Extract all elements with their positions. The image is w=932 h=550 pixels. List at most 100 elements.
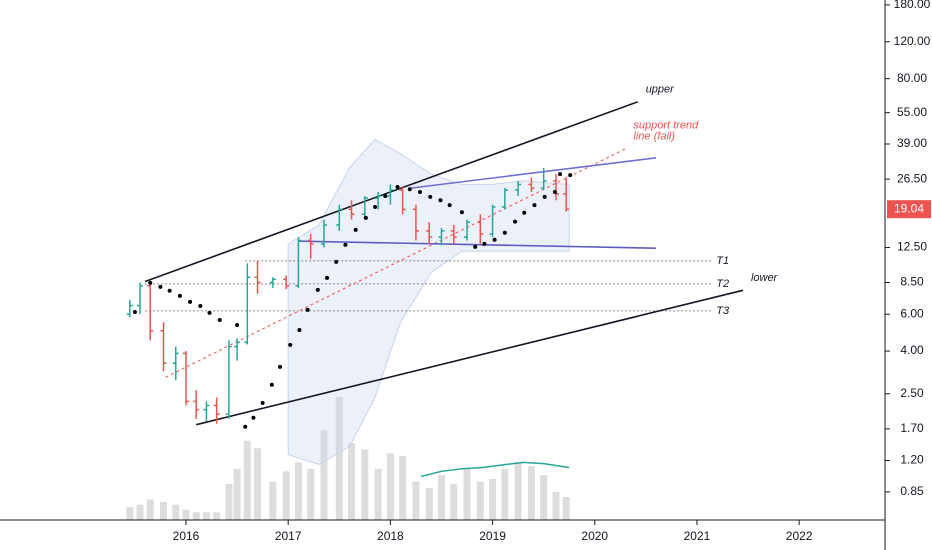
volume-bar [126, 507, 134, 520]
volume-bar [269, 481, 277, 520]
y-tick-label: 1.70 [900, 421, 924, 435]
y-tick-label: 6.00 [900, 306, 924, 320]
volume-bar [514, 462, 522, 520]
sar-dot [235, 322, 240, 327]
sar-dot [132, 309, 137, 314]
volume-bar [225, 484, 233, 520]
y-tick-label: 2.50 [900, 386, 924, 400]
sar-dot [278, 364, 283, 369]
y-tick-label: 0.85 [900, 484, 924, 498]
sar-dot [269, 382, 274, 387]
y-tick-label: 4.00 [900, 343, 924, 357]
volume-bar [282, 471, 290, 520]
sar-dot [502, 230, 507, 235]
y-tick-label: 80.00 [897, 71, 927, 85]
volume-bar [527, 466, 535, 520]
volume-bar [307, 468, 315, 520]
sar-dot [315, 287, 320, 292]
x-tick-label: 2016 [173, 529, 200, 543]
trend-line [144, 101, 638, 283]
y-tick-label: 120.00 [894, 34, 931, 48]
volume-bar [233, 468, 241, 520]
x-tick-label: 2019 [479, 529, 506, 543]
y-tick-label: 8.50 [900, 275, 924, 289]
volume-bar [412, 481, 420, 520]
volume-bar [450, 484, 458, 520]
sar-dot [482, 241, 487, 246]
sar-dot [217, 317, 222, 322]
x-tick-label: 2018 [377, 529, 404, 543]
price-label-box [887, 200, 931, 219]
volume-bar [136, 504, 144, 520]
volume-bar [562, 496, 570, 520]
sar-dot [251, 415, 256, 420]
sar-dot [325, 275, 330, 280]
volume-bar [213, 512, 221, 520]
volume-bar [192, 512, 200, 520]
sar-dot [343, 242, 348, 247]
sar-dot [459, 210, 464, 215]
sar-dot [297, 328, 302, 333]
sar-dot [363, 215, 368, 220]
sar-dot [542, 194, 547, 199]
volume-bar [463, 468, 471, 520]
trend-line [165, 148, 626, 378]
x-tick-label: 2017 [275, 529, 302, 543]
volume-bar [374, 468, 382, 520]
sar-dot [558, 172, 563, 177]
volume-bar [182, 509, 190, 520]
trend-label: line (fail) [633, 131, 675, 143]
indicator-line [420, 461, 570, 478]
sar-dot [395, 185, 400, 190]
y-tick-label: 39.00 [897, 136, 927, 150]
sar-dot [552, 190, 557, 195]
sar-dot [305, 307, 310, 312]
trend-label: lower [751, 272, 779, 284]
volume-bar [160, 502, 168, 520]
sar-dot [158, 284, 163, 289]
sar-dot [353, 227, 358, 232]
sar-dot [373, 205, 378, 210]
bollinger-band [287, 138, 570, 465]
sar-dot [383, 194, 388, 199]
sar-dot [438, 198, 443, 203]
sar-dot [568, 173, 573, 178]
volume-bar [540, 475, 548, 520]
volume-bar [254, 448, 262, 520]
trend-label: support trend [633, 120, 699, 132]
sar-dot [260, 400, 265, 405]
volume-bar [335, 397, 343, 520]
level-label: T2 [716, 278, 729, 290]
sar-dot [473, 244, 478, 249]
volume-bar [320, 430, 328, 520]
volume-bar [476, 481, 484, 520]
sar-dot [447, 203, 452, 208]
level-label: T3 [716, 305, 730, 317]
trend-line [196, 289, 744, 426]
sar-dot [207, 310, 212, 315]
sar-dot [188, 299, 193, 304]
sar-dot [522, 210, 527, 215]
volume-bar [294, 462, 302, 520]
level-label: T1 [716, 255, 729, 267]
sar-dot [428, 194, 433, 199]
volume-bar [361, 449, 369, 520]
y-tick-label: 26.50 [897, 171, 927, 185]
sar-dot [532, 203, 537, 208]
sar-dot [167, 288, 172, 293]
price-label: 19.04 [894, 201, 924, 215]
volume-bar [437, 475, 445, 520]
volume-bar [386, 453, 394, 520]
volume-bar [172, 504, 180, 520]
volume-bar [425, 487, 433, 520]
volume-bar [243, 440, 251, 520]
x-tick-label: 2020 [581, 529, 608, 543]
volume-bar [552, 491, 560, 520]
volume-bar [489, 479, 497, 520]
sar-dot [177, 293, 182, 298]
y-tick-label: 12.50 [897, 240, 927, 254]
sar-dot [492, 237, 497, 242]
